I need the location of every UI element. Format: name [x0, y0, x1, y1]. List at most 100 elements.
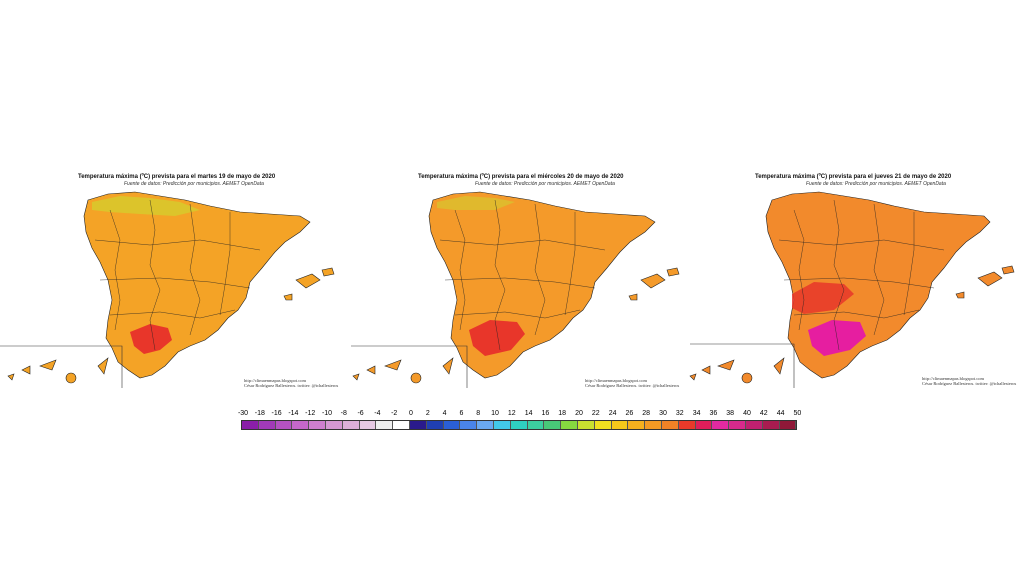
legend-swatch: [426, 421, 444, 429]
hot-zone-guadalquivir: [130, 324, 172, 354]
credit-author: César Rodríguez Ballesteros. twitter: @t…: [244, 383, 339, 388]
peninsula-shape: [83, 191, 311, 379]
legend-label: 18: [558, 410, 567, 417]
canary-inset: [351, 345, 468, 388]
balearic-islands: [955, 265, 1015, 299]
legend-swatch: [376, 421, 394, 429]
legend-label: -30: [237, 410, 249, 417]
map-panel-wednesday: Temperatura máxima (ºC) prevista para el…: [345, 170, 685, 390]
legend-swatch: [729, 421, 746, 429]
legend-swatch: [359, 421, 377, 429]
legend-label: 8: [476, 410, 481, 417]
credit-author: César Rodríguez Ballesteros. twitter: @t…: [922, 381, 1017, 386]
map-title: Temperatura máxima (ºC) prevista para el…: [418, 174, 624, 180]
legend-label: 4: [442, 410, 447, 417]
province-borders: [439, 199, 606, 351]
map-panel-thursday: Temperatura máxima (ºC) prevista para el…: [684, 170, 1024, 390]
map-thursday: [689, 191, 1015, 388]
legend-swatch: [661, 421, 679, 429]
map-panel-tuesday: Temperatura máxima (ºC) prevista para el…: [0, 170, 340, 390]
cool-zone-north: [437, 196, 515, 210]
legend-label: -4: [374, 410, 381, 417]
legend-swatch: [544, 421, 562, 429]
legend-label: -6: [357, 410, 364, 417]
legend-swatch: [325, 421, 343, 429]
temperature-legend: -30 -18 -16 -14 -12 -10 -8 -6 -4 -2 0 2 4 6 8 10 12 14 16 1…: [237, 410, 802, 430]
legend-swatch: [561, 421, 578, 429]
legend-swatch: [292, 421, 310, 429]
legend-swatch: [594, 421, 612, 429]
legend-swatch: [712, 421, 730, 429]
legend-swatch: [510, 421, 528, 429]
map-wednesday: [351, 191, 680, 388]
legend-swatch: [342, 421, 360, 429]
legend-label: 0: [409, 410, 413, 417]
legend-swatch: [779, 421, 797, 429]
legend-label: -2: [391, 410, 398, 417]
canary-inset: [689, 343, 795, 388]
legend-label: 26: [625, 410, 634, 417]
credit-url: http://climaenmapas.blogspot.com: [585, 378, 647, 383]
legend-label: -8: [340, 410, 347, 417]
legend-swatch: [611, 421, 629, 429]
legend-label: -10: [321, 410, 333, 417]
legend-swatch: [695, 421, 713, 429]
legend-label: 16: [541, 410, 550, 417]
legend-swatch: [258, 421, 276, 429]
legend-label: 40: [743, 410, 751, 417]
legend-labels: -30 -18 -16 -14 -12 -10 -8 -6 -4 -2 0 2 4 6 8 10 12 14 16 1…: [237, 410, 802, 419]
legend-swatch: [678, 421, 696, 429]
legend-label: 24: [608, 410, 617, 417]
spain-peninsula: [765, 191, 991, 379]
legend-label: 2: [425, 410, 430, 417]
balearic-islands: [628, 267, 680, 301]
legend-label: -16: [271, 410, 282, 417]
legend-swatch: [645, 421, 662, 429]
legend-label: 14: [524, 410, 533, 417]
legend-swatch: [628, 421, 646, 429]
peninsula-shape: [765, 191, 991, 379]
map-title: Temperatura máxima (ºC) prevista para el…: [78, 174, 276, 180]
peninsula-shape: [428, 191, 656, 379]
legend-label: 42: [759, 410, 768, 417]
credit-url: http://climaenmapas.blogspot.com: [244, 378, 306, 383]
credit-url: http://climaenmapas.blogspot.com: [922, 376, 984, 381]
map-subtitle: Fuente de datos: Predicción por municipi…: [124, 181, 264, 187]
legend-label: 6: [459, 410, 464, 417]
credit-author: César Rodríguez Ballesteros. twitter: @t…: [585, 383, 680, 388]
balearic-islands: [283, 267, 335, 301]
legend-label: 22: [591, 410, 600, 417]
legend-swatch: [527, 421, 545, 429]
legend-label: -18: [254, 410, 265, 417]
legend-swatch: [477, 421, 494, 429]
map-subtitle: Fuente de datos: Predicción por municipi…: [806, 181, 946, 187]
legend-label: 34: [692, 410, 701, 417]
canary-inset: [0, 345, 123, 388]
province-borders: [778, 199, 945, 351]
legend-color-bar: [241, 420, 798, 430]
legend-swatch: [762, 421, 780, 429]
spain-peninsula: [428, 191, 656, 379]
legend-label: 50: [793, 410, 802, 417]
legend-swatch: [745, 421, 763, 429]
legend-swatch: [409, 421, 427, 429]
legend-swatch: [393, 421, 410, 429]
legend-swatch: [577, 421, 595, 429]
province-borders: [94, 199, 261, 351]
legend-swatch: [242, 421, 259, 429]
legend-label: 20: [575, 410, 583, 417]
legend-label: 44: [776, 410, 785, 417]
legend-label: 10: [491, 410, 499, 417]
map-subtitle: Fuente de datos: Predicción por municipi…: [475, 181, 615, 187]
legend-swatch: [460, 421, 478, 429]
legend-label: 36: [709, 410, 718, 417]
map-tuesday: [0, 191, 335, 388]
legend-label: -12: [305, 410, 316, 417]
legend-label: 38: [726, 410, 735, 417]
legend-swatch: [443, 421, 461, 429]
legend-label: 28: [642, 410, 651, 417]
hot-zone-guadalquivir: [469, 320, 525, 356]
legend-swatch: [493, 421, 511, 429]
legend-label: -14: [288, 410, 299, 417]
legend-swatch: [275, 421, 293, 429]
